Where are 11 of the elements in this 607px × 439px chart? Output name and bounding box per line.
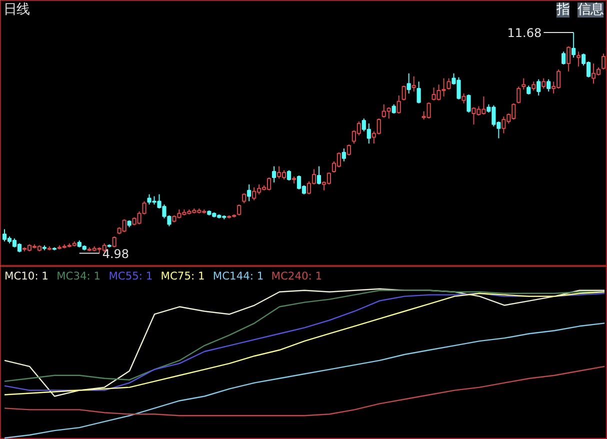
text: 信息	[578, 2, 604, 18]
annotation: 4.98	[102, 246, 130, 261]
annotation: 11.68	[507, 26, 542, 40]
chart-title: 日线	[4, 2, 30, 18]
text: MC34: 1	[56, 270, 101, 282]
text: 指	[556, 2, 570, 18]
text: MC240: 1	[271, 270, 322, 282]
text: MC10: 1	[4, 270, 48, 282]
text: MC144: 1	[212, 270, 264, 282]
text: MC55: 1	[108, 270, 153, 282]
text: MC75: 1	[160, 270, 205, 282]
